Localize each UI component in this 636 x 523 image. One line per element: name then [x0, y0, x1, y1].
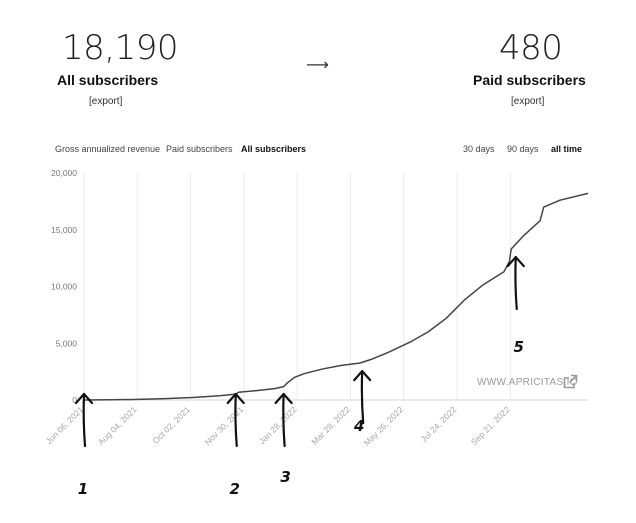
chart-axes: Jun 06, 2021 Aug 04, 2021 Oct 02, 2021 Nov … [44, 168, 588, 448]
tab-gross-annualized-revenue[interactable]: Gross annualized revenue [55, 144, 161, 154]
tab-all-subscribers[interactable]: All subscribers [241, 144, 307, 154]
annotation-number: 1 [78, 480, 88, 498]
y-tick-label: 20,000 [51, 168, 77, 178]
tab-paid-subscribers[interactable]: Paid subscribers [166, 144, 233, 154]
chart-gridlines [83, 173, 511, 400]
y-tick-label: 15,000 [51, 225, 77, 235]
all-subscribers-export-link[interactable]: [export] [89, 96, 123, 107]
tab-30-days[interactable]: 30 days [463, 144, 495, 154]
x-tick-label: Mar 28, 2022 [309, 404, 352, 447]
arrow-right-icon: ⟶ [306, 57, 329, 74]
external-link-icon[interactable] [563, 374, 578, 389]
paid-subscribers-export-link[interactable]: [export] [511, 96, 545, 107]
all-subscribers-label: All subscribers [57, 72, 159, 88]
x-tick-label: Oct 02, 2021 [151, 404, 193, 446]
x-tick-label: Jun 06, 2021 [44, 404, 86, 446]
annotation-number: 2 [230, 480, 240, 498]
annotation-arrow [360, 370, 365, 425]
x-tick-label: Jan 28, 2022 [257, 404, 299, 446]
annotation-arrow [282, 392, 286, 448]
series-line [83, 192, 589, 401]
annotation-arrowhead [353, 370, 372, 382]
annotation-arrowhead [226, 392, 245, 405]
annotation-number: 5 [514, 338, 524, 356]
paid-subscribers-label: Paid subscribers [473, 72, 586, 88]
annotation-arrowhead [274, 392, 293, 405]
annotation-arrow [82, 392, 87, 448]
all-subscribers-count: 18,190 [62, 28, 178, 68]
paid-subscribers-count: 480 [499, 28, 563, 68]
x-tick-label: May 26, 2022 [362, 404, 406, 448]
chart-annotations: 1 2 3 4 5 [74, 255, 525, 498]
y-tick-label: 0 [72, 395, 77, 405]
y-tick-label: 5,000 [56, 338, 78, 348]
x-tick-label: Sep 21, 2022 [469, 404, 512, 447]
annotation-arrow [514, 255, 518, 311]
x-tick-label: Nov 30, 2021 [202, 404, 245, 447]
x-tick-label: Aug 04, 2021 [96, 404, 139, 447]
annotation-arrow [234, 392, 238, 448]
tab-all-time[interactable]: all time [551, 144, 583, 154]
annotation-arrowhead [506, 255, 525, 268]
annotation-number: 4 [353, 417, 364, 435]
x-tick-label: Jul 24, 2022 [419, 404, 459, 444]
chart-series [83, 192, 589, 401]
tab-90-days[interactable]: 90 days [507, 144, 539, 154]
annotation-arrowhead [74, 392, 94, 405]
y-tick-label: 10,000 [51, 282, 77, 292]
annotation-number: 3 [280, 468, 290, 486]
watermark-text: WWW.APRICITAS.IO [477, 377, 578, 388]
